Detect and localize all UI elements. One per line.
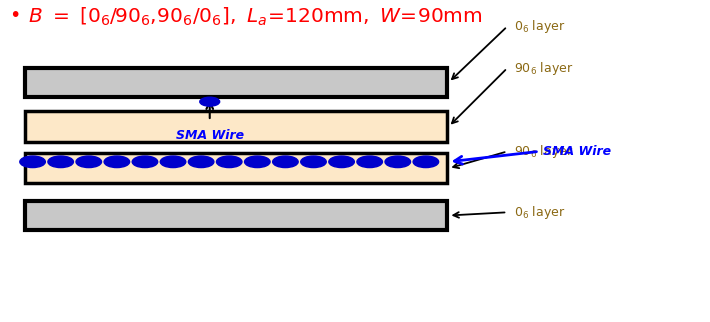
Text: $0_6$ layer: $0_6$ layer	[515, 18, 566, 35]
Bar	[26, 111, 447, 142]
Circle shape	[273, 156, 298, 167]
Circle shape	[76, 156, 102, 167]
Text: •: •	[9, 5, 21, 24]
Circle shape	[357, 156, 383, 167]
Text: $90_6$ layer: $90_6$ layer	[515, 143, 574, 160]
Circle shape	[160, 156, 186, 167]
Circle shape	[188, 156, 214, 167]
Circle shape	[301, 156, 327, 167]
Circle shape	[385, 156, 410, 167]
Circle shape	[413, 156, 439, 167]
Circle shape	[104, 156, 130, 167]
Bar	[26, 153, 447, 184]
Text: $\it{B}\ =\ [0_6/90_6,\!90_6/0_6],\ \it{L}_{\it{a}}\!=\!120\mathrm{mm},\ \it{W}\: $\it{B}\ =\ [0_6/90_6,\!90_6/0_6],\ \it{…	[28, 5, 482, 28]
Circle shape	[244, 156, 270, 167]
Circle shape	[200, 97, 219, 106]
Text: SMA Wire: SMA Wire	[542, 145, 611, 158]
Text: SMA Wire: SMA Wire	[175, 129, 244, 142]
Text: $0_6$ layer: $0_6$ layer	[515, 204, 566, 221]
Circle shape	[217, 156, 242, 167]
Circle shape	[20, 156, 45, 167]
Bar	[26, 68, 447, 97]
Circle shape	[329, 156, 354, 167]
Text: $90_6$ layer: $90_6$ layer	[515, 60, 574, 77]
Bar	[26, 201, 447, 230]
Circle shape	[48, 156, 73, 167]
Circle shape	[132, 156, 158, 167]
